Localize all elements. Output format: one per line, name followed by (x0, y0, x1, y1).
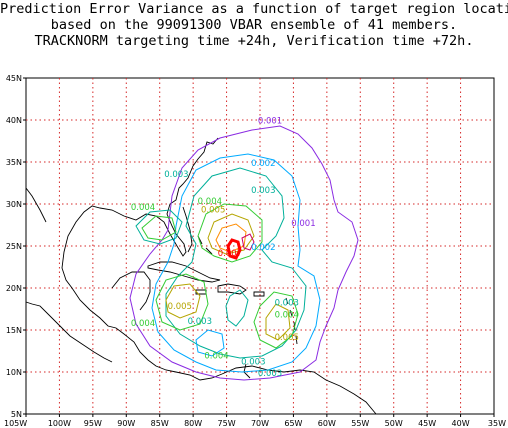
contour-label: 0.004 (131, 319, 155, 329)
contour-label: 0.002 (251, 243, 275, 253)
contour-label: 0.005 (201, 205, 225, 215)
lat-tick-label: 5N (11, 410, 22, 419)
lon-tick-label: 65W (284, 419, 302, 428)
contour-0005a (207, 213, 255, 255)
coastline-lesser-antilles (285, 297, 298, 345)
coastline-bahamas (197, 235, 213, 255)
contour-0007-inner (241, 233, 255, 251)
coastline-mexico-west (25, 301, 113, 363)
contour-label: 0.004 (198, 197, 222, 207)
coastline-yucatan (111, 271, 151, 311)
lat-tick-label: 20N (6, 284, 22, 293)
contour-0004d (253, 291, 299, 349)
contour-label: 0.003 (164, 170, 188, 180)
contour-0004a (197, 203, 263, 263)
coastline-hispaniola (217, 283, 247, 295)
lon-tick-label: 60W (318, 419, 336, 428)
contour-0003b (135, 209, 183, 245)
contour-0007 (226, 238, 242, 260)
contour-label: 0.003 (251, 186, 275, 196)
lat-tick-label: 30N (6, 200, 22, 209)
lon-tick-label: 75W (218, 419, 236, 428)
lat-tick-label: 35N (6, 158, 22, 167)
contour-inner-swirl (225, 289, 249, 327)
contour-label: 0.007 (218, 249, 242, 259)
lon-tick-label: 85W (151, 419, 169, 428)
contour-label: 0.002 (251, 159, 275, 169)
lon-tick-label: 95W (84, 419, 102, 428)
title-line-1: Prediction Error Variance as a function … (0, 1, 508, 17)
coastlines (25, 137, 377, 415)
coastline-puerto-rico (253, 291, 265, 297)
contour-label: 0.003 (275, 299, 299, 309)
title-line-2: based on the 99091300 VBAR ensemble of 4… (50, 17, 458, 33)
contour-label: 0.004 (131, 203, 155, 213)
contour-label: 0.004 (204, 352, 228, 362)
lat-tick-label: 15N (6, 326, 22, 335)
contour-label: 0.003 (258, 369, 282, 379)
contour-0001 (129, 125, 359, 381)
lon-tick-label: 80W (184, 419, 202, 428)
axis-ticks: 105W 100W 95W 90W 85W 80W 75W 70W 65W 60W 55W 50W 45… (4, 74, 506, 428)
contour-label: 0.001 (258, 116, 282, 126)
lat-tick-label: 40N (6, 116, 22, 125)
lon-tick-label: 35W (488, 419, 506, 428)
lon-tick-label: 100W (48, 419, 71, 428)
contour-inner-swirl-2 (195, 329, 225, 357)
title-line-3: TRACKNORM targeting time +24h, Verificat… (34, 33, 474, 49)
contour-0005c (265, 303, 291, 341)
lon-tick-label: 70W (251, 419, 269, 428)
contour-label: 0.005 (275, 333, 299, 343)
coastline-north-america (61, 137, 223, 381)
lon-tick-label: 45W (418, 419, 436, 428)
contour-0004c (155, 273, 209, 331)
contour-0003a (165, 167, 307, 359)
contour-0004b (141, 215, 177, 241)
contour-0005b (165, 283, 201, 319)
contours (129, 125, 359, 381)
contour-label: 0.001 (291, 219, 315, 229)
contour-0006 (215, 223, 247, 253)
lon-tick-label: 55W (351, 419, 369, 428)
contour-label: 0.003 (241, 357, 265, 367)
contour-labels: 0.001 0.001 0.002 0.002 0.003 0.003 0.003 0.003… (131, 116, 316, 379)
lat-tick-label: 45N (6, 74, 22, 83)
contour-label: 0.004 (275, 310, 299, 320)
coastline-florida (182, 206, 193, 253)
lon-tick-label: 50W (385, 419, 403, 428)
lon-tick-label: 40W (452, 419, 470, 428)
contour-label: 0.005 (168, 302, 192, 312)
lat-lon-grid (26, 78, 494, 414)
contour-0002 (151, 153, 321, 373)
lat-tick-label: 10N (6, 368, 22, 377)
coastline-cuba (147, 261, 221, 283)
coastline-south-america (221, 365, 377, 415)
contour-label: 0.003 (188, 317, 212, 327)
coastline-baja (25, 187, 47, 223)
lon-tick-label: 90W (117, 419, 135, 428)
lon-tick-label: 105W (4, 419, 27, 428)
lat-tick-label: 25N (6, 242, 22, 251)
